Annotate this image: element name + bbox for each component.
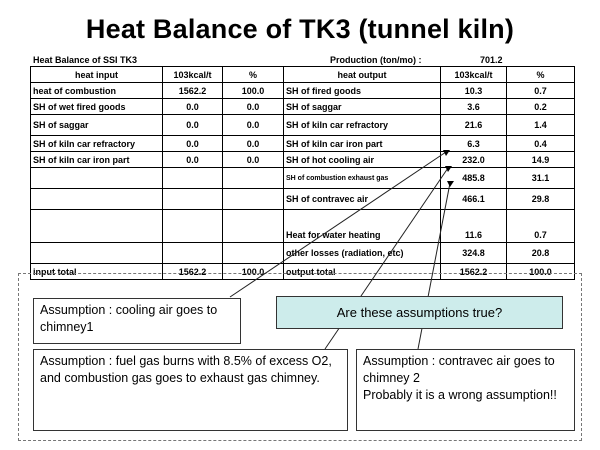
table-cell <box>222 209 284 243</box>
table-row: SH of wet fired goods 0.0 0.0 SH of sagg… <box>30 98 575 115</box>
table-row: heat of combustion 1562.2 100.0 SH of fi… <box>30 82 575 99</box>
note-contravec-air: Assumption : contravec air goes to chimn… <box>356 349 575 431</box>
table-cell: 0.0 <box>162 98 223 115</box>
table-caption: Heat Balance of SSI TK3 <box>33 55 138 65</box>
note-cooling-air: Assumption : cooling air goes to chimney… <box>33 298 241 344</box>
table-cell: 0.0 <box>222 98 284 115</box>
table-cell: 324.8 <box>440 242 507 264</box>
production-value: 701.2 <box>480 55 503 65</box>
table-cell: 21.6 <box>440 114 507 136</box>
table-row: SH of saggar 0.0 0.0 SH of kiln car refr… <box>30 114 575 136</box>
table-cell: 466.1 <box>440 188 507 210</box>
table-cell: 0.4 <box>506 135 575 152</box>
table-cell <box>162 209 223 243</box>
table-cell: SH of fired goods <box>283 82 441 99</box>
table-cell: SH of kiln car iron part <box>30 151 163 168</box>
table-cell: other losses (radiation, etc) <box>283 242 441 264</box>
table-row: Heat for water heating 11.6 0.7 <box>30 209 575 243</box>
table-cell: SH of kiln car iron part <box>283 135 441 152</box>
production-label: Production (ton/mo) : <box>330 55 422 65</box>
table-cell: 31.1 <box>506 167 575 189</box>
table-cell <box>30 188 163 210</box>
table-cell: 1562.2 <box>162 82 223 99</box>
header-cell: % <box>222 66 284 83</box>
table-cell <box>30 167 163 189</box>
header-cell: 103kcal/t <box>440 66 507 83</box>
table-cell <box>162 167 223 189</box>
table-cell: 0.0 <box>222 151 284 168</box>
table-cell: SH of combustion exhaust gas <box>283 167 441 189</box>
table-cell: 14.9 <box>506 151 575 168</box>
table-cell: SH of saggar <box>30 114 163 136</box>
table-cell: 29.8 <box>506 188 575 210</box>
table-cell: 0.2 <box>506 98 575 115</box>
table-row: SH of contravec air 466.1 29.8 <box>30 188 575 210</box>
table-cell: 100.0 <box>506 263 575 280</box>
table-cell <box>222 167 284 189</box>
table-cell: 0.7 <box>506 209 575 243</box>
table-cell: 0.0 <box>222 114 284 136</box>
header-cell: 103kcal/t <box>162 66 223 83</box>
header-cell: % <box>506 66 575 83</box>
note-fuel-gas: Assumption : fuel gas burns with 8.5% of… <box>33 349 348 431</box>
table-cell <box>222 242 284 264</box>
table-cell <box>162 242 223 264</box>
table-cell: 11.6 <box>440 209 507 243</box>
note-contravec-line: Assumption : contravec air goes to chimn… <box>363 354 555 385</box>
table-row: SH of kiln car iron part 0.0 0.0 SH of h… <box>30 151 575 168</box>
note-contravec-line: Probably it is a wrong assumption!! <box>363 388 557 402</box>
header-cell: heat input <box>30 66 163 83</box>
heat-balance-table: heat input 103kcal/t % heat output 103kc… <box>30 66 575 280</box>
table-cell <box>30 209 163 243</box>
table-cell: 0.0 <box>162 151 223 168</box>
table-cell: SH of kiln car refractory <box>283 114 441 136</box>
table-cell: 485.8 <box>440 167 507 189</box>
table-cell: SH of hot cooling air <box>283 151 441 168</box>
table-cell: 1.4 <box>506 114 575 136</box>
table-cell: 232.0 <box>440 151 507 168</box>
table-cell <box>30 242 163 264</box>
table-cell: SH of saggar <box>283 98 441 115</box>
table-cell: 20.8 <box>506 242 575 264</box>
table-header-row: heat input 103kcal/t % heat output 103kc… <box>30 66 575 83</box>
table-cell: 0.0 <box>162 135 223 152</box>
table-cell: 1562.2 <box>162 263 223 280</box>
table-cell <box>162 188 223 210</box>
table-cell: SH of contravec air <box>283 188 441 210</box>
table-cell: 0.7 <box>506 82 575 99</box>
table-cell: SH of wet fired goods <box>30 98 163 115</box>
table-cell: Heat for water heating <box>283 209 441 243</box>
table-cell: 100.0 <box>222 82 284 99</box>
table-cell: input total <box>30 263 163 280</box>
table-row: SH of kiln car refractory 0.0 0.0 SH of … <box>30 135 575 152</box>
table-cell <box>222 188 284 210</box>
table-row: other losses (radiation, etc) 324.8 20.8 <box>30 242 575 264</box>
question-box: Are these assumptions true? <box>276 296 563 329</box>
table-cell: 3.6 <box>440 98 507 115</box>
table-cell: 0.0 <box>162 114 223 136</box>
table-cell: 6.3 <box>440 135 507 152</box>
table-cell: 10.3 <box>440 82 507 99</box>
header-cell: heat output <box>283 66 441 83</box>
table-cell: 0.0 <box>222 135 284 152</box>
table-cell: heat of combustion <box>30 82 163 99</box>
table-cell: SH of kiln car refractory <box>30 135 163 152</box>
slide-title: Heat Balance of TK3 (tunnel kiln) <box>85 14 515 44</box>
table-row: SH of combustion exhaust gas 485.8 31.1 <box>30 167 575 189</box>
